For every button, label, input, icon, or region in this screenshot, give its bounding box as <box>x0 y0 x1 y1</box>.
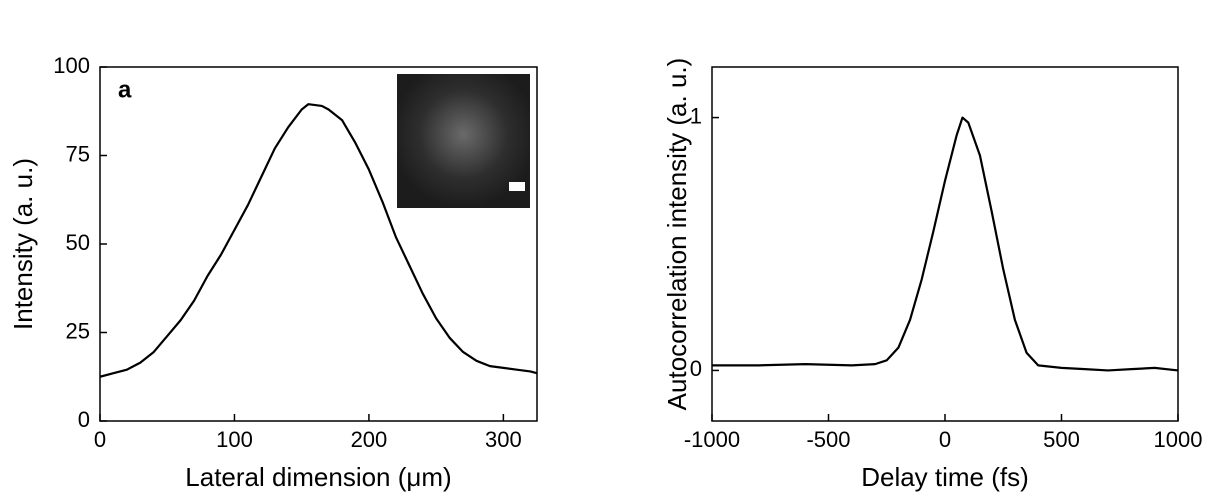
x-tick-label: 200 <box>351 427 388 452</box>
x-axis-label: Lateral dimension (μm) <box>185 462 451 492</box>
y-tick-label: 50 <box>66 230 90 255</box>
x-tick-label: -500 <box>806 427 850 452</box>
y-tick-label: 0 <box>690 356 702 381</box>
y-tick-label: 75 <box>66 141 90 166</box>
y-tick-label: 100 <box>53 53 90 78</box>
x-axis-label: Delay time (fs) <box>861 462 1029 492</box>
x-tick-label: 100 <box>216 427 253 452</box>
x-tick-label: 0 <box>94 427 106 452</box>
x-tick-label: 300 <box>485 427 522 452</box>
data-line <box>712 116 1179 372</box>
x-tick-label: 1000 <box>1154 427 1203 452</box>
y-tick-label: 1 <box>690 103 702 128</box>
y-tick-label: 25 <box>66 318 90 343</box>
plot-frame <box>711 66 1179 422</box>
x-tick-label: 500 <box>1043 427 1080 452</box>
scale-bar <box>509 182 525 191</box>
inset-image <box>397 74 530 208</box>
panel-label: a <box>118 76 132 103</box>
y-axis-label: Autocorrelation intensity (a. u.) <box>662 58 692 411</box>
x-tick-label: -1000 <box>684 427 740 452</box>
y-tick-label: 0 <box>78 407 90 432</box>
x-tick-label: 0 <box>939 427 951 452</box>
y-axis-label: Intensity (a. u.) <box>8 158 38 330</box>
data-line <box>99 103 538 378</box>
